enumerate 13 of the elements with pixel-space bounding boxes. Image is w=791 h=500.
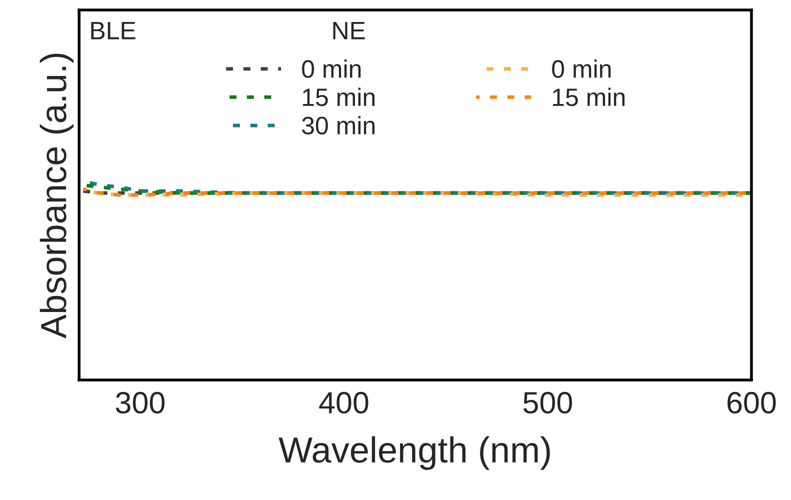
x-tick-label: 300	[116, 392, 165, 414]
y-axis-title: Absorbance (a.u.)	[40, 54, 74, 338]
text: BLE	[91, 22, 136, 40]
x-axis-title: Wavelength (nm)	[278, 436, 550, 470]
legend-label: 30 min	[302, 116, 374, 134]
text: NE	[333, 22, 365, 40]
legend-label: 15 min	[553, 88, 625, 106]
x-tick-label: 400	[319, 392, 368, 414]
legend-label: 0 min	[552, 60, 611, 78]
x-tick-label: 500	[523, 392, 572, 414]
x-tick-label: 600	[728, 392, 776, 414]
legend-label: 0 min	[302, 60, 361, 78]
legend-label: 15 min	[302, 88, 374, 106]
